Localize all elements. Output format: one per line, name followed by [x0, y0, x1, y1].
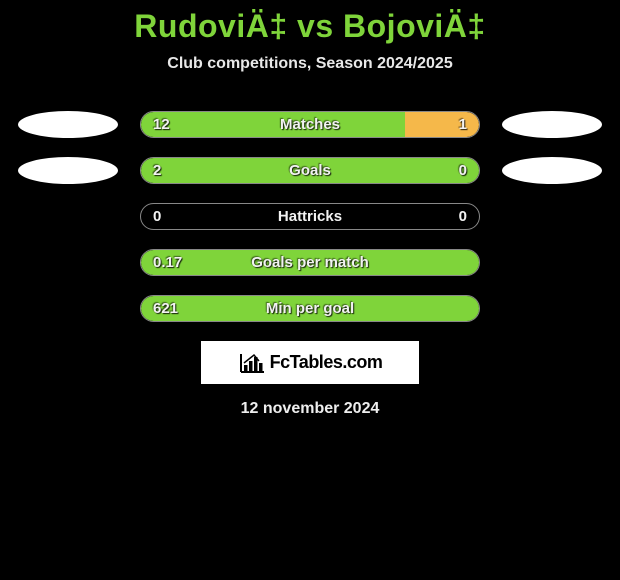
player-ellipse-left — [18, 111, 118, 138]
stat-rows: 12Matches12Goals00Hattricks00.17Goals pe… — [0, 111, 620, 322]
bar-chart-icon — [238, 351, 266, 375]
player-ellipse-right — [502, 157, 602, 184]
date-text: 12 november 2024 — [0, 400, 620, 418]
left-ellipse-slot — [18, 249, 118, 276]
stat-row: 0.17Goals per match — [0, 249, 620, 276]
stat-label: Goals per match — [141, 250, 479, 275]
left-ellipse-slot — [18, 295, 118, 322]
stat-bar: 2Goals0 — [140, 157, 480, 184]
subtitle: Club competitions, Season 2024/2025 — [0, 55, 620, 73]
stat-label: Hattricks — [141, 204, 479, 229]
stat-bar: 0.17Goals per match — [140, 249, 480, 276]
player-ellipse-right — [502, 111, 602, 138]
stat-row: 2Goals0 — [0, 157, 620, 184]
stat-value-right: 0 — [459, 158, 467, 183]
left-ellipse-slot — [18, 111, 118, 138]
comparison-infographic: RudoviÄ‡ vs BojoviÄ‡ Club competitions, … — [0, 0, 620, 580]
right-ellipse-slot — [502, 111, 602, 138]
right-ellipse-slot — [502, 295, 602, 322]
stat-value-right: 0 — [459, 204, 467, 229]
logo-box: FcTables.com — [201, 341, 419, 384]
stat-row: 12Matches1 — [0, 111, 620, 138]
logo-text: FcTables.com — [270, 352, 383, 373]
page-title: RudoviÄ‡ vs BojoviÄ‡ — [0, 8, 620, 45]
stat-row: 0Hattricks0 — [0, 203, 620, 230]
left-ellipse-slot — [18, 157, 118, 184]
right-ellipse-slot — [502, 203, 602, 230]
player-ellipse-left — [18, 157, 118, 184]
right-ellipse-slot — [502, 249, 602, 276]
right-ellipse-slot — [502, 157, 602, 184]
stat-label: Matches — [141, 112, 479, 137]
left-ellipse-slot — [18, 203, 118, 230]
stat-label: Min per goal — [141, 296, 479, 321]
stat-bar: 0Hattricks0 — [140, 203, 480, 230]
stat-bar: 621Min per goal — [140, 295, 480, 322]
stat-row: 621Min per goal — [0, 295, 620, 322]
stat-value-right: 1 — [459, 112, 467, 137]
stat-label: Goals — [141, 158, 479, 183]
stat-bar: 12Matches1 — [140, 111, 480, 138]
